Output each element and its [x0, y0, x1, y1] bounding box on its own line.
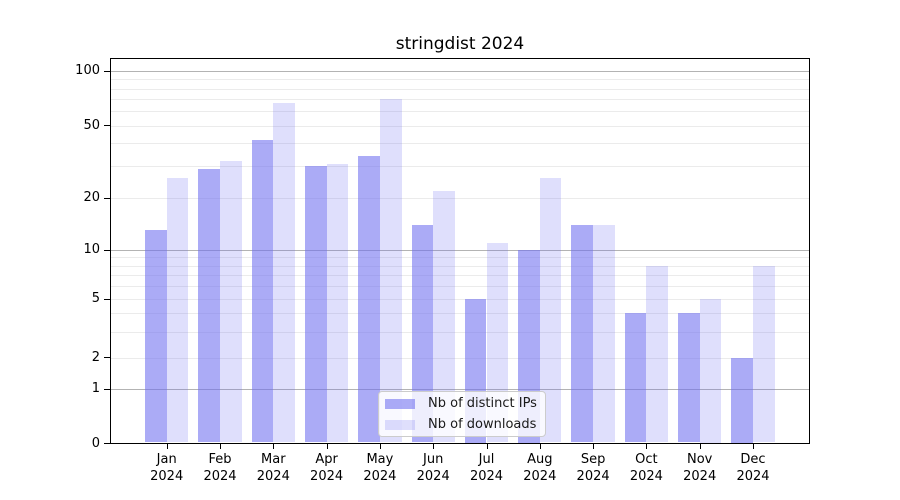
- minor-gridline-2: [111, 357, 809, 359]
- y-tick-50: [104, 125, 110, 127]
- x-tick-jul: [486, 444, 488, 449]
- legend-item-downloads: Nb of downloads: [385, 416, 545, 434]
- minor-gridline-3: [111, 331, 809, 333]
- y-tick-label-1: 1: [91, 381, 100, 397]
- y-tick-label-20: 20: [83, 190, 100, 206]
- x-tick-nov: [699, 444, 701, 449]
- x-tick-label-jun: Jun 2024: [416, 452, 450, 484]
- major-gridline-100: [111, 71, 809, 72]
- x-tick-jun: [433, 444, 435, 449]
- bar-downloads-mar: [273, 102, 295, 443]
- y-tick-100: [104, 70, 110, 72]
- minor-gridline-60: [111, 111, 809, 113]
- bar-downloads-nov: [699, 299, 722, 443]
- x-tick-label-jul: Jul 2024: [469, 452, 504, 484]
- legend: Nb of distinct IPs Nb of downloads: [378, 391, 546, 437]
- x-tick-mar: [273, 444, 275, 449]
- x-tick-may: [379, 444, 381, 449]
- y-tick-5: [104, 298, 110, 300]
- x-tick-label-apr: Apr 2024: [310, 452, 344, 484]
- x-tick-label-nov: Nov 2024: [683, 452, 717, 484]
- bar-ips-mar: [251, 139, 274, 443]
- bar-downloads-aug: [539, 177, 562, 443]
- y-tick-label-2: 2: [91, 349, 100, 365]
- y-tick-20: [104, 197, 110, 199]
- bar-ips-may: [358, 156, 380, 443]
- bar-downloads-apr: [326, 163, 349, 443]
- bar-ips-sep: [571, 224, 594, 443]
- bar-ips-apr: [304, 166, 327, 443]
- y-tick-2: [104, 357, 110, 358]
- x-tick-label-jan: Jan 2024: [150, 452, 184, 484]
- x-tick-sep: [593, 444, 595, 449]
- x-tick-jan: [166, 444, 168, 449]
- x-tick-aug: [539, 444, 541, 449]
- minor-gridline-30: [111, 166, 809, 168]
- bar-ips-jun: [411, 224, 434, 443]
- bar-ips-dec: [731, 357, 753, 443]
- minor-gridline-4: [111, 313, 809, 315]
- bar-downloads-feb: [220, 161, 242, 443]
- y-tick-label-100: 100: [75, 63, 100, 78]
- y-tick-label-5: 5: [91, 291, 100, 306]
- legend-swatch-distinct-ips: [385, 398, 415, 409]
- legend-label-distinct-ips: Nb of distinct IPs: [428, 396, 537, 411]
- bar-ips-jan: [145, 230, 167, 443]
- minor-gridline-50: [111, 125, 809, 127]
- bar-downloads-jun: [433, 190, 455, 443]
- y-tick-0: [104, 443, 110, 444]
- x-tick-label-aug: Aug 2024: [523, 452, 557, 484]
- minor-gridline-6: [111, 286, 809, 288]
- bar-downloads-dec: [753, 265, 775, 443]
- x-tick-label-sep: Sep 2024: [576, 452, 610, 484]
- bar-ips-feb: [198, 168, 220, 443]
- x-tick-label-oct: Oct 2024: [629, 452, 663, 484]
- bar-downloads-may: [379, 99, 402, 443]
- chart-title: stringdist 2024: [395, 34, 525, 54]
- bar-ips-oct: [624, 313, 647, 443]
- minor-gridline-70: [111, 99, 809, 101]
- x-tick-label-feb: Feb 2024: [203, 452, 237, 484]
- minor-gridline-90: [111, 79, 809, 81]
- legend-swatch-downloads: [385, 419, 415, 430]
- bar-ips-nov: [678, 313, 700, 443]
- minor-gridline-9: [111, 257, 809, 259]
- minor-gridline-80: [111, 88, 809, 90]
- major-gridline-1: [111, 389, 809, 391]
- x-tick-apr: [326, 444, 328, 449]
- y-tick-label-50: 50: [83, 117, 100, 133]
- y-tick-10: [104, 249, 110, 251]
- minor-gridline-20: [111, 198, 809, 200]
- minor-gridline-7: [111, 275, 809, 277]
- y-tick-label-0: 0: [91, 435, 100, 451]
- legend-label-downloads: Nb of downloads: [428, 417, 537, 432]
- minor-gridline-40: [111, 143, 809, 145]
- major-gridline-10: [111, 250, 809, 251]
- bar-downloads-jan: [166, 177, 189, 443]
- x-tick-dec: [753, 444, 754, 449]
- y-tick-1: [104, 388, 110, 390]
- y-tick-label-10: 10: [83, 242, 100, 257]
- x-tick-label-dec: Dec 2024: [736, 452, 770, 484]
- legend-item-distinct-ips: Nb of distinct IPs: [385, 395, 545, 413]
- minor-gridline-8: [111, 265, 809, 267]
- x-tick-feb: [220, 444, 221, 449]
- bar-downloads-sep: [593, 224, 615, 443]
- bar-downloads-oct: [646, 265, 669, 443]
- x-tick-oct: [646, 444, 648, 449]
- x-tick-label-may: May 2024: [363, 452, 397, 484]
- minor-gridline-5: [111, 299, 809, 300]
- x-tick-label-mar: Mar 2024: [256, 452, 290, 484]
